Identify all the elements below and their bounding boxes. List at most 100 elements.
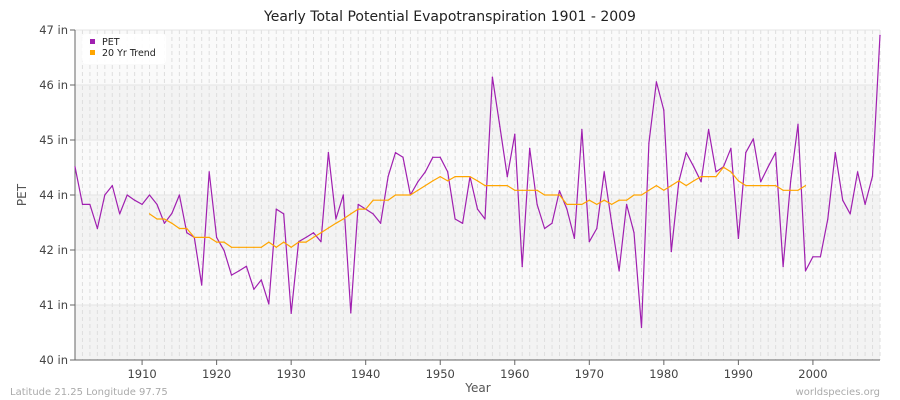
pet-data-point bbox=[119, 213, 121, 215]
pet-data-point bbox=[141, 203, 143, 206]
pet-data-point bbox=[715, 171, 717, 173]
trend-data-point bbox=[230, 246, 233, 248]
pet-data-point bbox=[312, 232, 315, 234]
y-tick-label: 45 in bbox=[39, 133, 68, 147]
pet-data-point bbox=[685, 151, 687, 154]
x-tick-label: 1940 bbox=[351, 367, 380, 381]
pet-data-point bbox=[111, 184, 113, 187]
pet-data-point bbox=[476, 208, 479, 210]
pet-data-point bbox=[551, 222, 553, 224]
pet-data-point bbox=[74, 166, 76, 168]
trend-data-point bbox=[283, 241, 285, 243]
pet-data-point bbox=[871, 175, 874, 177]
trend-data-point bbox=[327, 227, 330, 229]
trend-data-point bbox=[648, 189, 650, 191]
y-axis-label: PET bbox=[15, 183, 29, 206]
trend-data-point bbox=[581, 203, 583, 206]
y-tick-label: 46 in bbox=[39, 78, 68, 92]
pet-data-point bbox=[760, 181, 762, 183]
trend-data-point bbox=[514, 189, 516, 191]
pet-data-point bbox=[700, 181, 702, 183]
pet-data-point bbox=[797, 123, 799, 125]
pet-data-point bbox=[767, 166, 769, 168]
pet-data-point bbox=[506, 176, 508, 178]
pet-data-point bbox=[424, 171, 426, 173]
pet-data-point bbox=[775, 151, 777, 154]
pet-data-point bbox=[611, 222, 613, 224]
pet-data-point bbox=[380, 222, 382, 224]
trend-data-point bbox=[506, 184, 508, 187]
pet-data-point bbox=[372, 213, 374, 215]
pet-data-point bbox=[342, 194, 344, 196]
x-tick-label: 1960 bbox=[500, 367, 529, 381]
y-tick-label: 44 in bbox=[39, 188, 68, 202]
trend-data-point bbox=[245, 246, 248, 248]
trend-data-point bbox=[432, 180, 434, 182]
y-tick-label: 40 in bbox=[39, 353, 68, 367]
pet-data-point bbox=[543, 227, 546, 230]
trend-data-point bbox=[350, 213, 352, 215]
trend-data-point bbox=[730, 171, 732, 173]
pet-data-point bbox=[275, 208, 277, 210]
pet-data-point bbox=[484, 218, 486, 220]
legend-swatch-pet bbox=[90, 39, 95, 44]
trend-data-point bbox=[238, 246, 240, 248]
trend-data-point bbox=[342, 218, 344, 220]
trend-data-point bbox=[737, 180, 739, 182]
pet-data-point bbox=[514, 133, 516, 135]
y-tick-label: 41 in bbox=[39, 298, 68, 312]
pet-data-point bbox=[461, 222, 464, 224]
pet-data-point bbox=[305, 236, 307, 239]
chart-title: Yearly Total Potential Evapotranspiratio… bbox=[263, 9, 636, 25]
horizontal-gridlines bbox=[75, 29, 880, 361]
pet-data-point bbox=[737, 237, 739, 239]
trend-data-point bbox=[357, 208, 359, 210]
trend-data-point bbox=[380, 199, 382, 201]
trend-data-point bbox=[625, 199, 628, 201]
trend-data-point bbox=[685, 184, 687, 187]
trend-data-point bbox=[298, 241, 300, 243]
pet-data-point bbox=[223, 250, 225, 252]
pet-data-point bbox=[208, 171, 210, 173]
legend-box bbox=[82, 34, 166, 64]
trend-data-point bbox=[275, 246, 277, 248]
trend-data-point bbox=[536, 189, 538, 191]
pet-data-point bbox=[134, 199, 136, 201]
pet-data-point bbox=[670, 250, 672, 253]
trend-data-point bbox=[693, 180, 695, 182]
trend-data-point bbox=[305, 241, 307, 243]
pet-data-point bbox=[789, 181, 792, 183]
trend-data-point bbox=[201, 236, 203, 239]
pet-data-point bbox=[834, 151, 836, 154]
pet-data-point bbox=[804, 270, 807, 272]
pet-data-point bbox=[625, 203, 628, 206]
trend-data-point bbox=[216, 241, 218, 243]
pet-data-point bbox=[812, 256, 814, 258]
trend-data-point bbox=[171, 222, 173, 224]
pet-data-point bbox=[536, 203, 538, 206]
footer-location: Latitude 21.25 Longitude 97.75 bbox=[10, 387, 168, 398]
trend-data-point bbox=[722, 166, 725, 168]
pet-data-point bbox=[245, 265, 248, 267]
trend-data-point bbox=[573, 203, 575, 206]
trend-data-point bbox=[678, 180, 680, 182]
pet-data-point bbox=[178, 194, 180, 196]
legend-label-trend: 20 Yr Trend bbox=[102, 48, 156, 59]
pet-data-point bbox=[447, 171, 449, 173]
pet-data-point bbox=[283, 213, 285, 215]
trend-data-point bbox=[804, 184, 807, 187]
pet-data-point bbox=[216, 236, 218, 239]
y-axis-ticks: 40 in 41 in 42 in 44 in 45 in 46 in 47 in bbox=[39, 23, 75, 367]
trend-data-point bbox=[439, 176, 441, 178]
trend-data-point bbox=[789, 189, 792, 191]
pet-data-point bbox=[148, 194, 151, 196]
pet-data-point bbox=[357, 203, 359, 206]
pet-data-point bbox=[730, 147, 732, 149]
trend-data-point bbox=[365, 208, 367, 210]
trend-data-point bbox=[290, 246, 292, 248]
trend-data-point bbox=[752, 184, 754, 187]
trend-data-point bbox=[409, 194, 412, 196]
pet-data-point bbox=[633, 232, 635, 234]
trend-data-point bbox=[394, 194, 397, 196]
